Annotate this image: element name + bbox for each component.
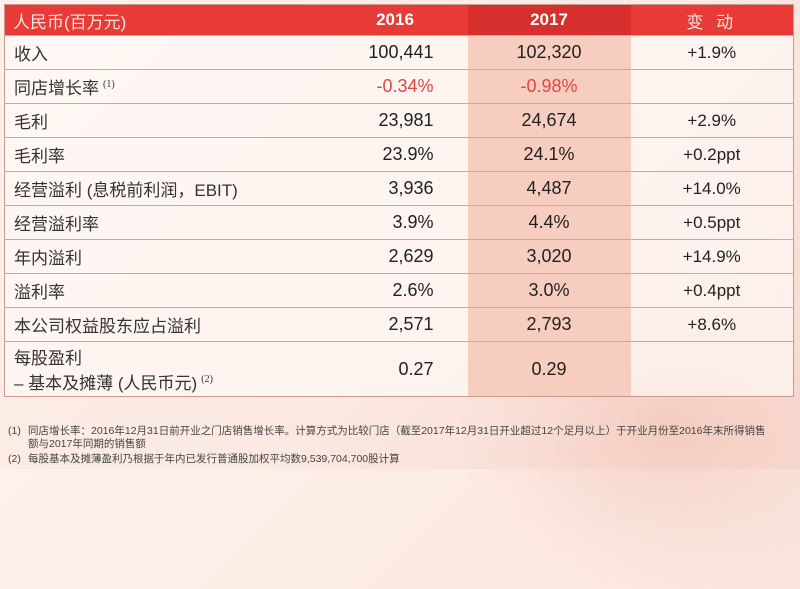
value-change: +0.2ppt <box>630 137 794 172</box>
table-row: 每股盈利 – 基本及摊薄 (人民币元) (2) 0.27 0.29 <box>4 341 794 397</box>
table-header-row: 人民币(百万元) 2016 2017 变 动 <box>4 4 794 36</box>
row-label-cell: 溢利率 <box>4 273 323 308</box>
footnote-text: 同店增长率：2016年12月31日前开业之门店销售增长率。计算方式为比较门店（截… <box>28 425 766 437</box>
value-2016: 3.9% <box>322 205 468 240</box>
header-2016: 2016 <box>322 4 468 36</box>
table-row: 毛利 23,981 24,674 +2.9% <box>4 103 794 138</box>
table-row: 经营溢利 (息税前利润，EBIT) 3,936 4,487 +14.0% <box>4 171 794 206</box>
footnote-ref: (1) <box>103 79 115 91</box>
footnote-number: (2) <box>8 453 21 465</box>
value-change <box>630 69 794 104</box>
footnote-2: (2) 每股基本及摊薄盈利乃根据于年内已发行普通股加权平均数9,539,704,7… <box>8 453 400 466</box>
header-change: 变 动 <box>630 4 794 36</box>
value-2017: 4.4% <box>467 205 631 240</box>
footnote-ref: (2) <box>201 374 213 386</box>
value-2016: 2.6% <box>322 273 468 308</box>
value-2017: 24,674 <box>467 103 631 138</box>
value-2016: 3,936 <box>322 171 468 206</box>
row-label: 同店增长率 <box>14 79 99 98</box>
value-2017: 102,320 <box>467 35 631 70</box>
value-2016: 0.27 <box>322 341 468 397</box>
value-2017: 2,793 <box>467 307 631 342</box>
row-label: 每股盈利 <box>14 349 82 368</box>
row-label-cell: 本公司权益股东应占溢利 <box>4 307 323 342</box>
row-label: 溢利率 <box>14 283 65 302</box>
value-change: +8.6% <box>630 307 794 342</box>
value-change: +2.9% <box>630 103 794 138</box>
value-2016: 23,981 <box>322 103 468 138</box>
row-label-cell: 经营溢利 (息税前利润，EBIT) <box>4 171 323 206</box>
value-change: +14.0% <box>630 171 794 206</box>
value-2016: 23.9% <box>322 137 468 172</box>
header-2017: 2017 <box>467 4 631 36</box>
value-change: +1.9% <box>630 35 794 70</box>
row-label-cell: 同店增长率 (1) <box>4 69 323 104</box>
row-label: 经营溢利率 <box>14 215 99 234</box>
row-label: 收入 <box>14 45 48 64</box>
header-currency-label: 人民币(百万元) <box>4 4 323 36</box>
row-sublabel: – 基本及摊薄 (人民币元) <box>14 374 198 393</box>
footnote-1: (1) 同店增长率：2016年12月31日前开业之门店销售增长率。计算方式为比较门… <box>8 425 765 451</box>
value-2016: 100,441 <box>322 35 468 70</box>
financial-summary-table: 人民币(百万元) 2016 2017 变 动 收入 100,441 102,320 +… <box>4 4 794 397</box>
value-2016: 2,629 <box>322 239 468 274</box>
value-2017: -0.98% <box>467 69 631 104</box>
value-2017: 3.0% <box>467 273 631 308</box>
row-label: 毛利 <box>14 113 48 132</box>
value-change <box>630 341 794 397</box>
footnote-text: 每股基本及摊薄盈利乃根据于年内已发行普通股加权平均数9,539,704,700股… <box>28 453 400 465</box>
table-row: 溢利率 2.6% 3.0% +0.4ppt <box>4 273 794 308</box>
row-label-cell: 毛利 <box>4 103 323 138</box>
table-row: 同店增长率 (1) -0.34% -0.98% <box>4 69 794 104</box>
row-label: 年内溢利 <box>14 249 82 268</box>
table-row: 本公司权益股东应占溢利 2,571 2,793 +8.6% <box>4 307 794 342</box>
table-row: 经营溢利率 3.9% 4.4% +0.5ppt <box>4 205 794 240</box>
value-change: +0.5ppt <box>630 205 794 240</box>
value-change: +0.4ppt <box>630 273 794 308</box>
value-2017: 0.29 <box>467 341 631 397</box>
row-label-cell: 年内溢利 <box>4 239 323 274</box>
table-row: 毛利率 23.9% 24.1% +0.2ppt <box>4 137 794 172</box>
row-label-cell: 收入 <box>4 35 323 70</box>
value-2017: 24.1% <box>467 137 631 172</box>
value-2017: 4,487 <box>467 171 631 206</box>
value-2017: 3,020 <box>467 239 631 274</box>
row-label-cell: 毛利率 <box>4 137 323 172</box>
row-label: 经营溢利 (息税前利润，EBIT) <box>14 181 238 200</box>
table-row: 收入 100,441 102,320 +1.9% <box>4 35 794 70</box>
footnote-number: (1) <box>8 425 21 437</box>
value-change: +14.9% <box>630 239 794 274</box>
row-label-cell: 每股盈利 – 基本及摊薄 (人民币元) (2) <box>4 341 323 397</box>
row-label-cell: 经营溢利率 <box>4 205 323 240</box>
table-row: 年内溢利 2,629 3,020 +14.9% <box>4 239 794 274</box>
footnote-text-continued: 额与2017年同期的销售额 <box>28 438 146 450</box>
row-label: 本公司权益股东应占溢利 <box>14 317 201 336</box>
value-2016: 2,571 <box>322 307 468 342</box>
row-label: 毛利率 <box>14 147 65 166</box>
value-2016: -0.34% <box>322 69 468 104</box>
